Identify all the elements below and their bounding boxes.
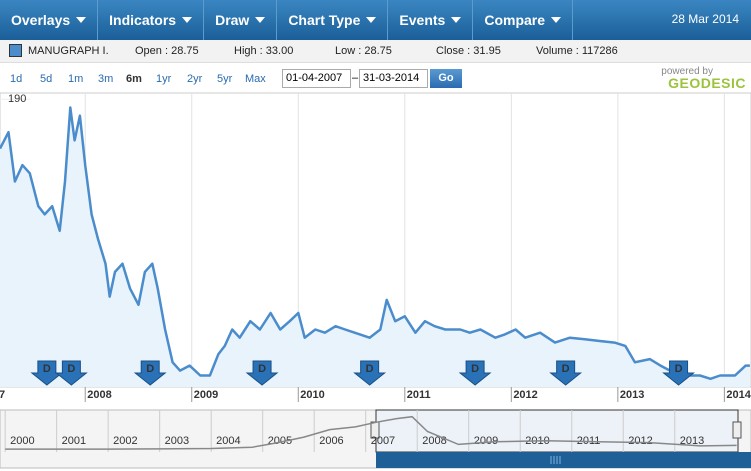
to-date[interactable]: 31-03-2014: [359, 69, 428, 88]
event-label: D: [675, 363, 683, 375]
nav-line: [5, 415, 737, 450]
line: [0, 106, 750, 381]
brand: GEODESIC: [668, 75, 746, 91]
range-button[interactable]: 5d: [40, 73, 53, 85]
quote-bar: MANUGRAPH I. Open : 28.75 High : 33.00 Low…: [0, 40, 751, 63]
nav-tick-label: 2006: [319, 435, 343, 447]
nav-tick-label: 2010: [525, 435, 549, 447]
area: [0, 107, 750, 387]
y-tick-label: 20: [8, 373, 20, 385]
quote-field: Close : 31.95: [436, 45, 501, 57]
nav-tick-label: 2000: [10, 435, 34, 447]
y-tick-label: 140: [8, 175, 26, 187]
x-tick-label: 2008: [87, 389, 111, 401]
nav-tick-label: 2008: [422, 435, 446, 447]
scrollbar: [376, 452, 751, 468]
navigator-window: [375, 409, 739, 453]
event-label: D: [67, 363, 75, 375]
quote-field: High : 33.00: [234, 45, 294, 57]
menu-item[interactable]: Events: [388, 0, 474, 40]
menu-item[interactable]: Draw: [204, 0, 278, 40]
menu-item[interactable]: Chart Type: [277, 0, 389, 40]
nav-tick-label: 2005: [268, 435, 292, 447]
range-button[interactable]: 1m: [68, 73, 84, 85]
nav-tick-label: 2009: [474, 435, 498, 447]
event-marker: [54, 360, 88, 386]
range-button[interactable]: 2yr: [187, 73, 203, 85]
menu-item[interactable]: Indicators: [98, 0, 205, 40]
event-label: D: [43, 363, 51, 375]
event-marker: [353, 360, 387, 386]
checkbox[interactable]: [9, 44, 22, 57]
event-marker: [458, 360, 492, 386]
date: 28 Mar 2014: [671, 12, 739, 26]
quote-field: Low : 28.75: [335, 45, 392, 57]
toolbar: Overlays Indicators Draw Chart Type Events Co…: [0, 0, 751, 40]
x-tick-label: 2010: [300, 389, 324, 401]
range-button[interactable]: Max: [245, 73, 266, 85]
go-button[interactable]: Go: [430, 69, 462, 88]
x-tick-label: 2007: [0, 389, 5, 401]
range-button[interactable]: 1d: [10, 73, 23, 85]
range-button[interactable]: 3m: [98, 73, 114, 85]
nav-tick-label: 2007: [371, 435, 395, 447]
handle-left: [370, 421, 380, 439]
event-label: D: [258, 363, 266, 375]
nav-tick-label: 2002: [113, 435, 137, 447]
grip: [550, 456, 561, 464]
nav-tick-label: 2004: [216, 435, 240, 447]
x-tick-label: 2012: [513, 389, 537, 401]
nav-tick-label: 2011: [577, 435, 601, 447]
y-tick-label: 40: [8, 340, 20, 352]
range-button[interactable]: 5yr: [217, 73, 233, 85]
quote-field: Volume : 117286: [536, 45, 618, 57]
x-tick-label: 2013: [620, 389, 644, 401]
event-label: D: [562, 363, 570, 375]
x-tick-label: 2011: [407, 389, 431, 401]
x-tick-label: 2014: [726, 389, 751, 401]
separator: –: [352, 72, 359, 84]
event-label: D: [146, 363, 154, 375]
powered-by: powered by: [661, 66, 713, 77]
range-button[interactable]: 6m: [126, 73, 142, 85]
event-marker: [549, 360, 583, 386]
menu-item[interactable]: Overlays: [0, 0, 99, 40]
x-tick-label: 2009: [194, 389, 218, 401]
navigator: [0, 409, 751, 469]
y-tick-label: 190: [8, 93, 26, 105]
range-bar: 01-04-2007 – 31-03-2014 Go powered by GE…: [0, 66, 751, 92]
nav-tick-label: 2003: [165, 435, 189, 447]
from-date[interactable]: 01-04-2007: [282, 69, 351, 88]
quote-field: Open : 28.75: [135, 45, 199, 57]
menu-item[interactable]: Compare: [473, 0, 574, 40]
nav-tick-label: 2001: [62, 435, 86, 447]
event-marker: [245, 360, 279, 386]
y-tick-label: 90: [8, 258, 20, 270]
plot-area: [0, 92, 751, 388]
range-button[interactable]: 1yr: [156, 73, 172, 85]
event-label: D: [471, 363, 479, 375]
symbol: MANUGRAPH I.: [28, 45, 109, 57]
event-marker: [133, 360, 167, 386]
event-marker: [662, 360, 695, 386]
handle-right: [732, 421, 742, 439]
event-marker: [30, 360, 64, 386]
event-label: D: [366, 363, 374, 375]
nav-tick-label: 2012: [628, 435, 652, 447]
nav-tick-label: 2013: [680, 435, 704, 447]
